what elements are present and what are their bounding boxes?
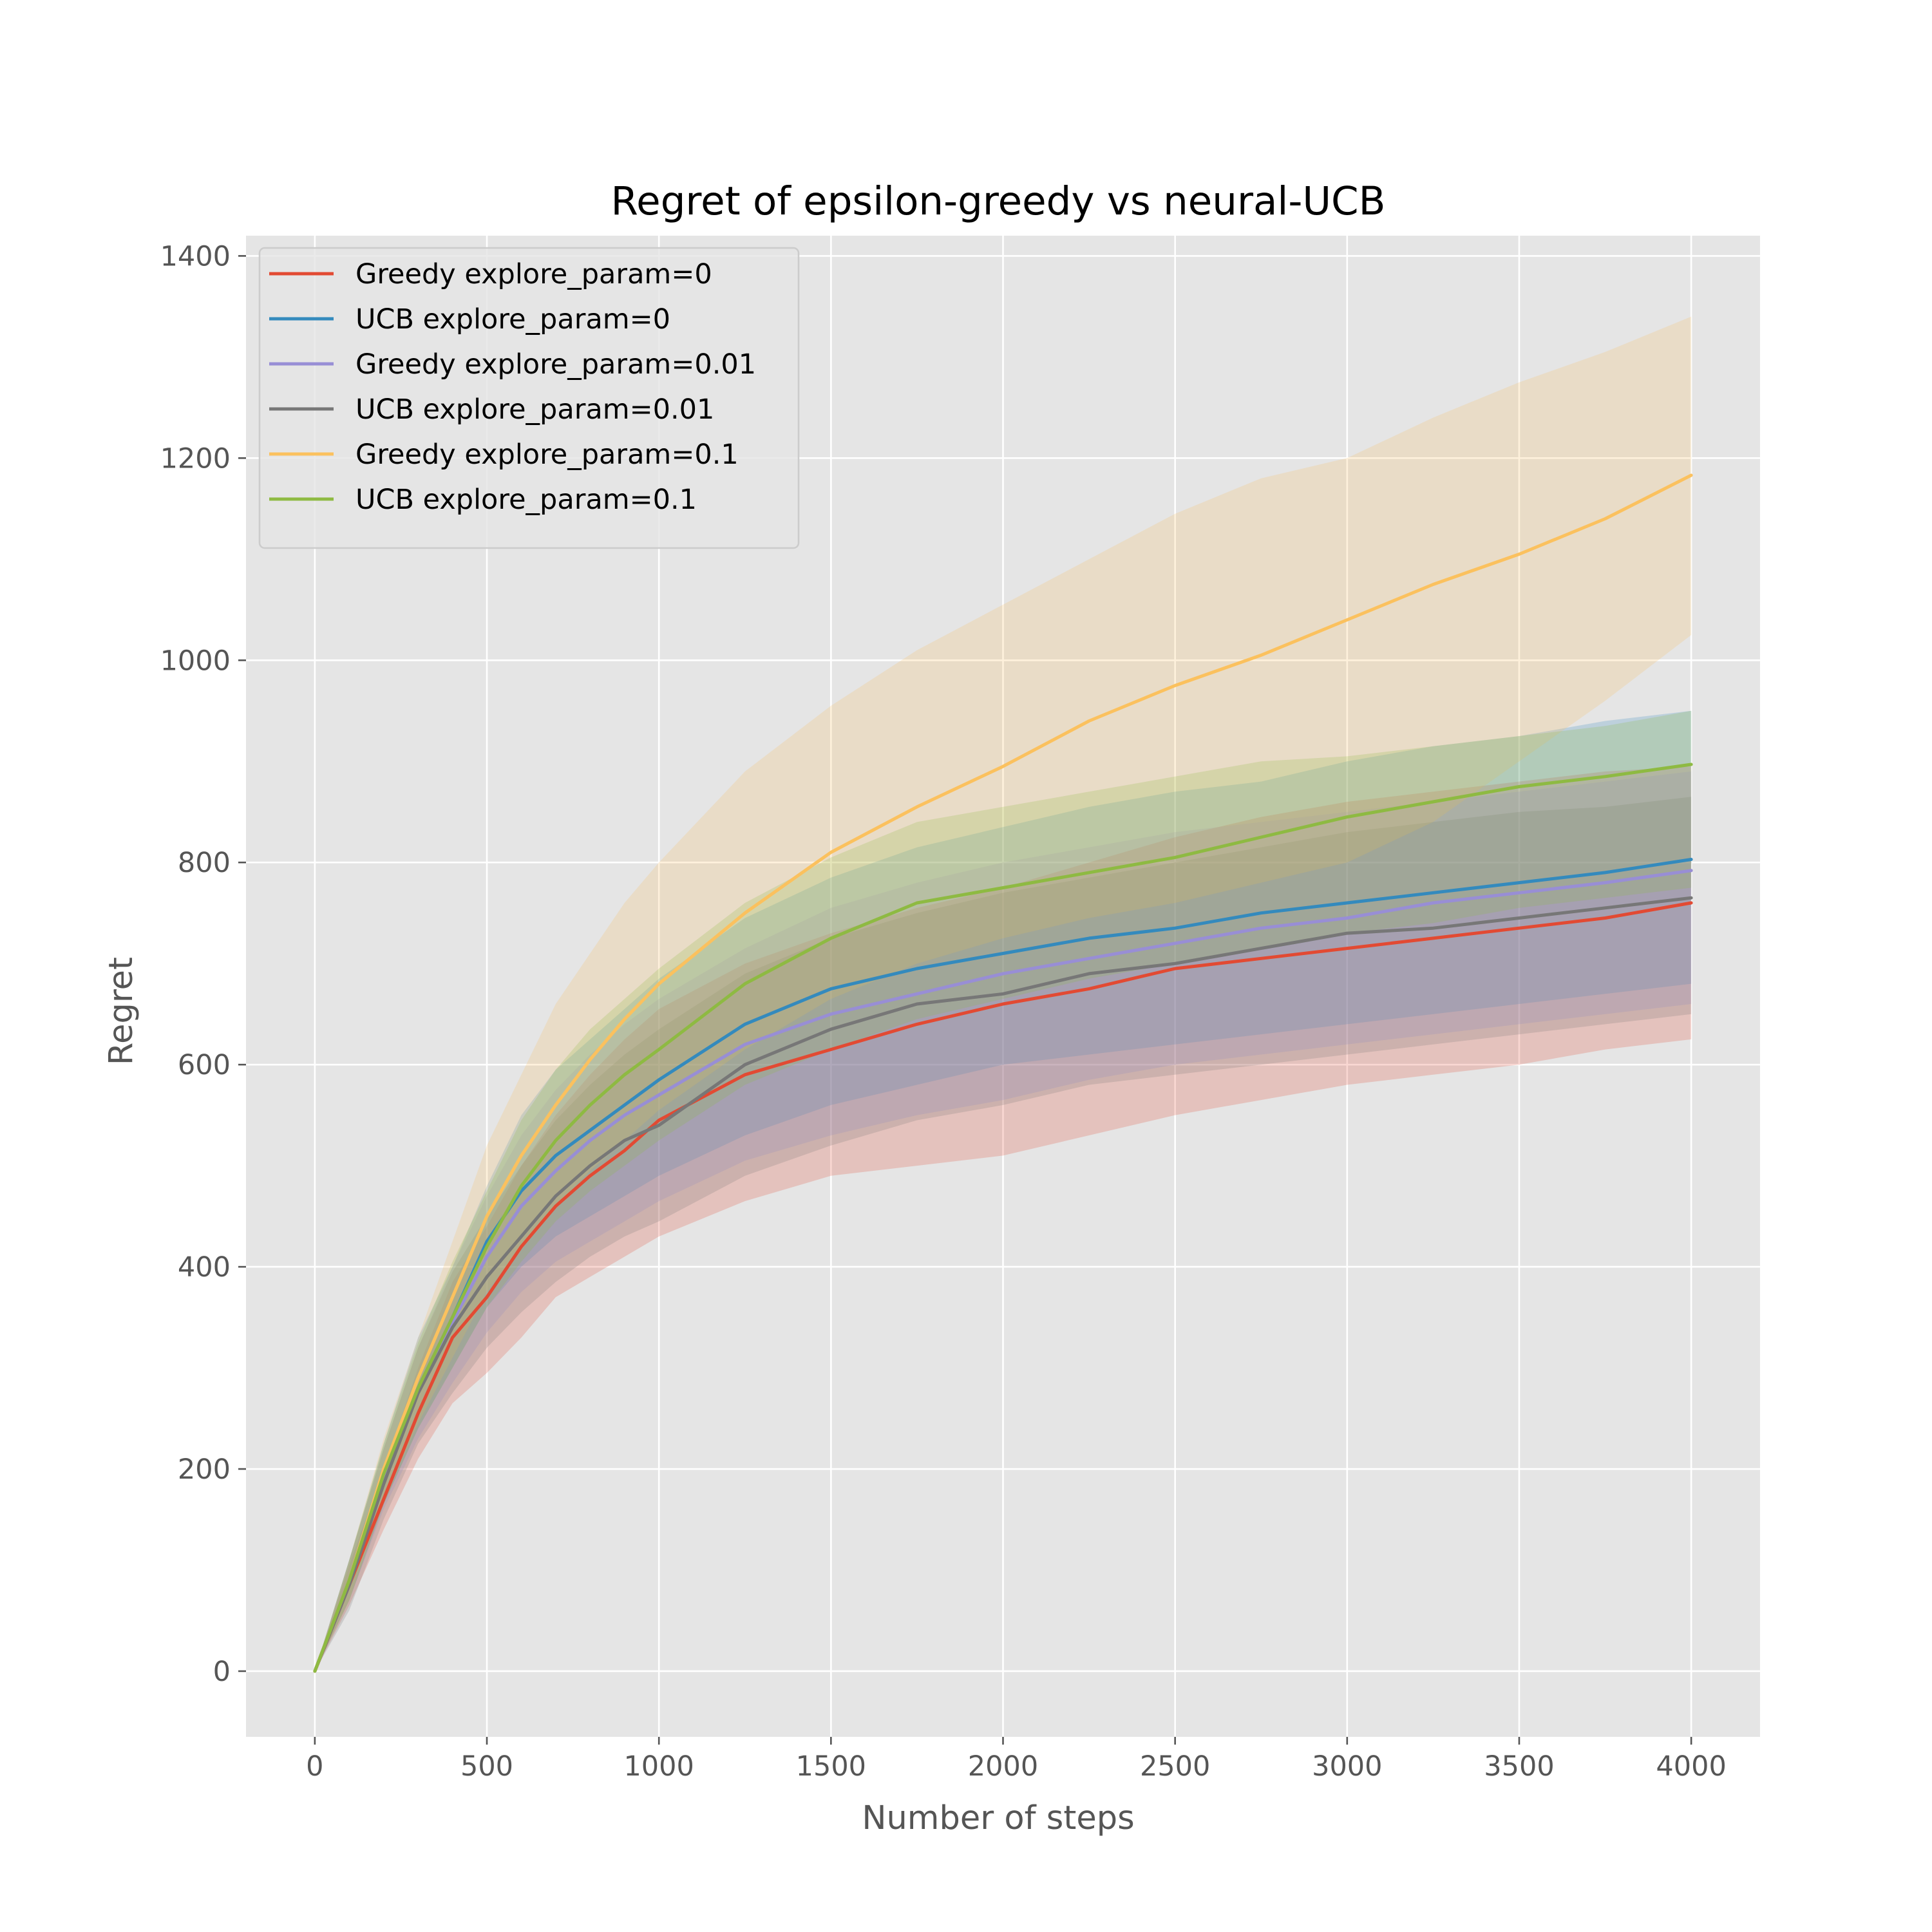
x-tick-label: 3000 bbox=[1312, 1750, 1382, 1783]
confidence-band-1 bbox=[314, 710, 1692, 1671]
legend: Greedy explore_param=0 UCB explore_param=… bbox=[258, 247, 800, 549]
x-axis: 0 500 1000 1500 2000 2500 3000 3500 4000 bbox=[306, 1737, 1727, 1783]
confidence-band-0 bbox=[314, 766, 1692, 1671]
x-axis-label: Number of steps bbox=[862, 1799, 1134, 1837]
legend-item: UCB explore_param=0 bbox=[269, 303, 670, 336]
series-line-4 bbox=[313, 473, 1693, 1673]
confidence-band-2 bbox=[314, 771, 1692, 1671]
x-tick-label: 2000 bbox=[968, 1750, 1038, 1783]
y-tick-label: 800 bbox=[178, 847, 231, 879]
series-line-0 bbox=[313, 901, 1693, 1673]
y-tick-label: 1400 bbox=[160, 240, 231, 272]
series-line-5 bbox=[313, 762, 1693, 1673]
y-axis-label: Regret bbox=[102, 957, 140, 1065]
legend-label: Greedy explore_param=0 bbox=[355, 258, 712, 290]
y-tick-label: 1200 bbox=[160, 442, 231, 475]
legend-item: Greedy explore_param=0.01 bbox=[269, 348, 756, 381]
series-lines bbox=[313, 473, 1693, 1673]
legend-item: UCB explore_param=0.1 bbox=[269, 484, 697, 516]
x-tick-label: 1500 bbox=[796, 1750, 866, 1783]
legend-box bbox=[258, 247, 800, 549]
legend-item: Greedy explore_param=0 bbox=[269, 258, 712, 290]
x-tick-label: 0 bbox=[306, 1750, 323, 1783]
y-tick-label: 0 bbox=[213, 1656, 231, 1688]
y-tick-label: 600 bbox=[178, 1049, 231, 1081]
confidence-band-5 bbox=[314, 710, 1692, 1671]
legend-label: Greedy explore_param=0.1 bbox=[355, 439, 739, 471]
legend-item: Greedy explore_param=0.1 bbox=[269, 439, 739, 471]
y-tick-label: 400 bbox=[178, 1251, 231, 1283]
legend-label: Greedy explore_param=0.01 bbox=[355, 348, 756, 381]
confidence-bands bbox=[314, 316, 1692, 1671]
x-tick-label: 500 bbox=[460, 1750, 513, 1783]
legend-label: UCB explore_param=0.1 bbox=[355, 484, 697, 516]
legend-item: UCB explore_param=0.01 bbox=[269, 393, 714, 426]
x-tick-label: 1000 bbox=[623, 1750, 694, 1783]
legend-label: UCB explore_param=0 bbox=[355, 303, 670, 336]
x-tick-label: 4000 bbox=[1656, 1750, 1726, 1783]
x-tick-label: 3500 bbox=[1484, 1750, 1554, 1783]
series-line-3 bbox=[313, 896, 1693, 1673]
y-tick-label: 200 bbox=[178, 1454, 231, 1486]
confidence-band-3 bbox=[314, 797, 1692, 1671]
x-tick-label: 2500 bbox=[1140, 1750, 1210, 1783]
legend-label: UCB explore_param=0.01 bbox=[355, 393, 714, 426]
y-tick-label: 1000 bbox=[160, 645, 231, 677]
y-axis: 0 200 400 600 800 1000 1200 1400 bbox=[160, 240, 246, 1688]
chart-title: Regret of epsilon-greedy vs neural-UCB bbox=[611, 178, 1386, 224]
confidence-band-4 bbox=[314, 316, 1692, 1671]
